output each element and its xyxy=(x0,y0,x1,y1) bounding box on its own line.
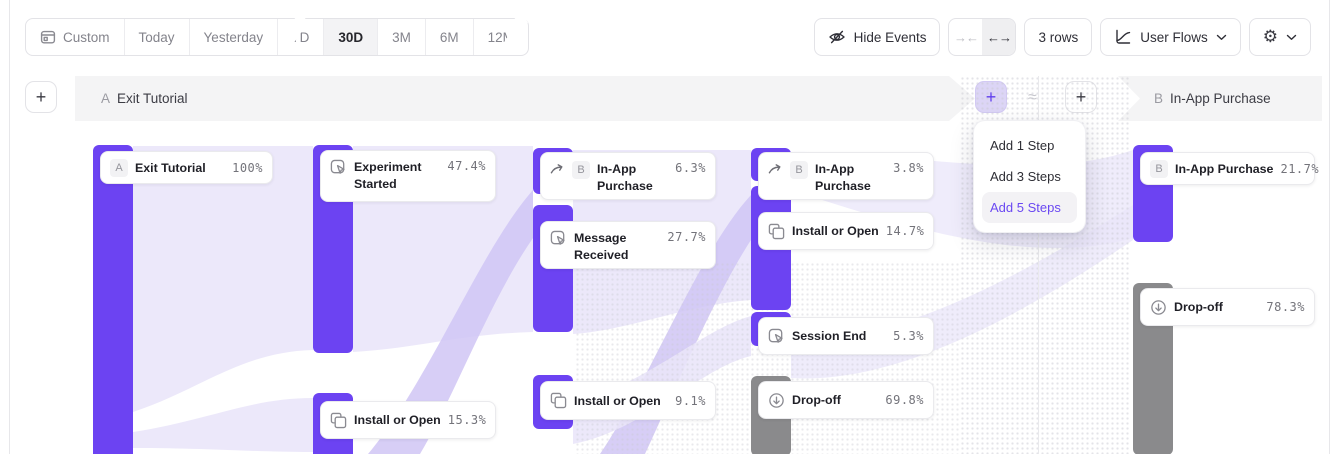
flow-a-badge: A xyxy=(101,91,111,106)
date-range-yesterday[interactable]: Yesterday xyxy=(190,19,279,55)
node-card-install-or-open[interactable]: Install or Open 15.3% xyxy=(320,401,496,439)
toolbar: Custom Today Yesterday 7D 30D 3M 6M 12M … xyxy=(25,18,1311,56)
node-card-session-end[interactable]: Session End 5.3% xyxy=(758,317,934,355)
node-card-install-or-open[interactable]: Install or Open 9.1% xyxy=(540,381,716,420)
custom-event-icon xyxy=(330,159,347,176)
date-range-30d-selected[interactable]: 30D xyxy=(324,19,379,55)
menu-item-add-1-step[interactable]: Add 1 Step xyxy=(990,138,1055,153)
flow-arrow-icon xyxy=(550,163,565,175)
flow-divider-line xyxy=(1038,76,1039,454)
expand-columns-button[interactable]: ←→ xyxy=(982,19,1016,55)
menu-item-add-5-steps-highlighted[interactable]: Add 5 Steps xyxy=(982,192,1077,223)
hide-events-label: Hide Events xyxy=(853,29,927,45)
flow-a-header-band: A Exit Tutorial xyxy=(75,76,975,121)
node-card-message-received[interactable]: Message Received 27.7% xyxy=(540,221,716,269)
menu-item-add-3-steps[interactable]: Add 3 Steps xyxy=(990,169,1061,184)
gear-icon: ⚙ xyxy=(1262,26,1278,47)
drop-off-icon xyxy=(1150,299,1167,316)
node-card-drop-off[interactable]: Drop-off 69.8% xyxy=(758,381,934,419)
view-type-label: User Flows xyxy=(1140,29,1208,45)
flow-arrow-icon xyxy=(768,163,783,175)
flow-b-badge: B xyxy=(1150,159,1168,178)
date-range-label: Custom xyxy=(63,29,110,45)
calendar-icon xyxy=(40,29,56,45)
date-range-group: Custom Today Yesterday 7D 30D 3M 6M 12M xyxy=(25,18,529,56)
date-range-3m[interactable]: 3M xyxy=(378,19,426,55)
node-card-in-app-purchase[interactable]: B In-App Purchase 3.8% xyxy=(758,152,934,200)
custom-event-icon xyxy=(768,328,785,345)
node-card-experiment-started[interactable]: Experiment Started 47.4% xyxy=(320,150,496,202)
node-card-in-app-purchase[interactable]: B In-App Purchase 6.3% xyxy=(540,152,716,200)
node-bar-exit-tutorial[interactable] xyxy=(93,145,133,454)
node-card-b-in-app-purchase[interactable]: B In-App Purchase 21.7% xyxy=(1140,152,1319,185)
flow-b-badge: B xyxy=(572,161,590,179)
install-icon xyxy=(330,412,347,429)
collapse-columns-button[interactable]: →← xyxy=(953,29,979,45)
chevron-down-icon xyxy=(1216,34,1227,41)
hide-events-button[interactable]: Hide Events xyxy=(813,18,941,56)
chevron-down-icon xyxy=(1286,34,1297,41)
install-icon xyxy=(768,223,785,240)
eye-off-icon xyxy=(828,28,846,46)
rows-button[interactable]: 3 rows xyxy=(1024,18,1093,56)
add-step-menu: Add 1 Step Add 3 Steps Add 5 Steps xyxy=(973,120,1086,233)
user-flows-icon xyxy=(1114,28,1132,46)
install-icon xyxy=(550,392,567,409)
add-step-start-button[interactable]: + xyxy=(25,81,57,113)
flow-b-badge: B xyxy=(1154,91,1164,106)
view-type-dropdown[interactable]: User Flows xyxy=(1100,18,1241,56)
custom-event-icon xyxy=(550,230,567,247)
toolbar-right: Hide Events →← ←→ 3 rows User Flows ⚙ xyxy=(813,18,1311,56)
flow-a-badge: A xyxy=(110,158,128,177)
spacing-toggle-group: →← ←→ xyxy=(948,18,1017,56)
node-card-b-drop-off[interactable]: Drop-off 78.3% xyxy=(1140,288,1315,326)
settings-dropdown[interactable]: ⚙ xyxy=(1248,18,1311,56)
flow-b-badge: B xyxy=(790,161,808,179)
panel-right-border xyxy=(1329,0,1330,454)
date-range-today[interactable]: Today xyxy=(125,19,190,55)
drop-off-icon xyxy=(768,392,785,409)
node-card-exit-tutorial[interactable]: A Exit Tutorial 100% xyxy=(100,151,273,184)
flow-b-header-band: B In-App Purchase xyxy=(1118,76,1322,121)
panel-left-border xyxy=(9,0,10,454)
flow-a-title: Exit Tutorial xyxy=(117,91,188,106)
node-card-install-or-open[interactable]: Install or Open 14.7% xyxy=(758,212,934,250)
date-range-custom[interactable]: Custom xyxy=(26,19,125,55)
date-range-6m[interactable]: 6M xyxy=(426,19,474,55)
flow-b-title: In-App Purchase xyxy=(1170,91,1271,106)
